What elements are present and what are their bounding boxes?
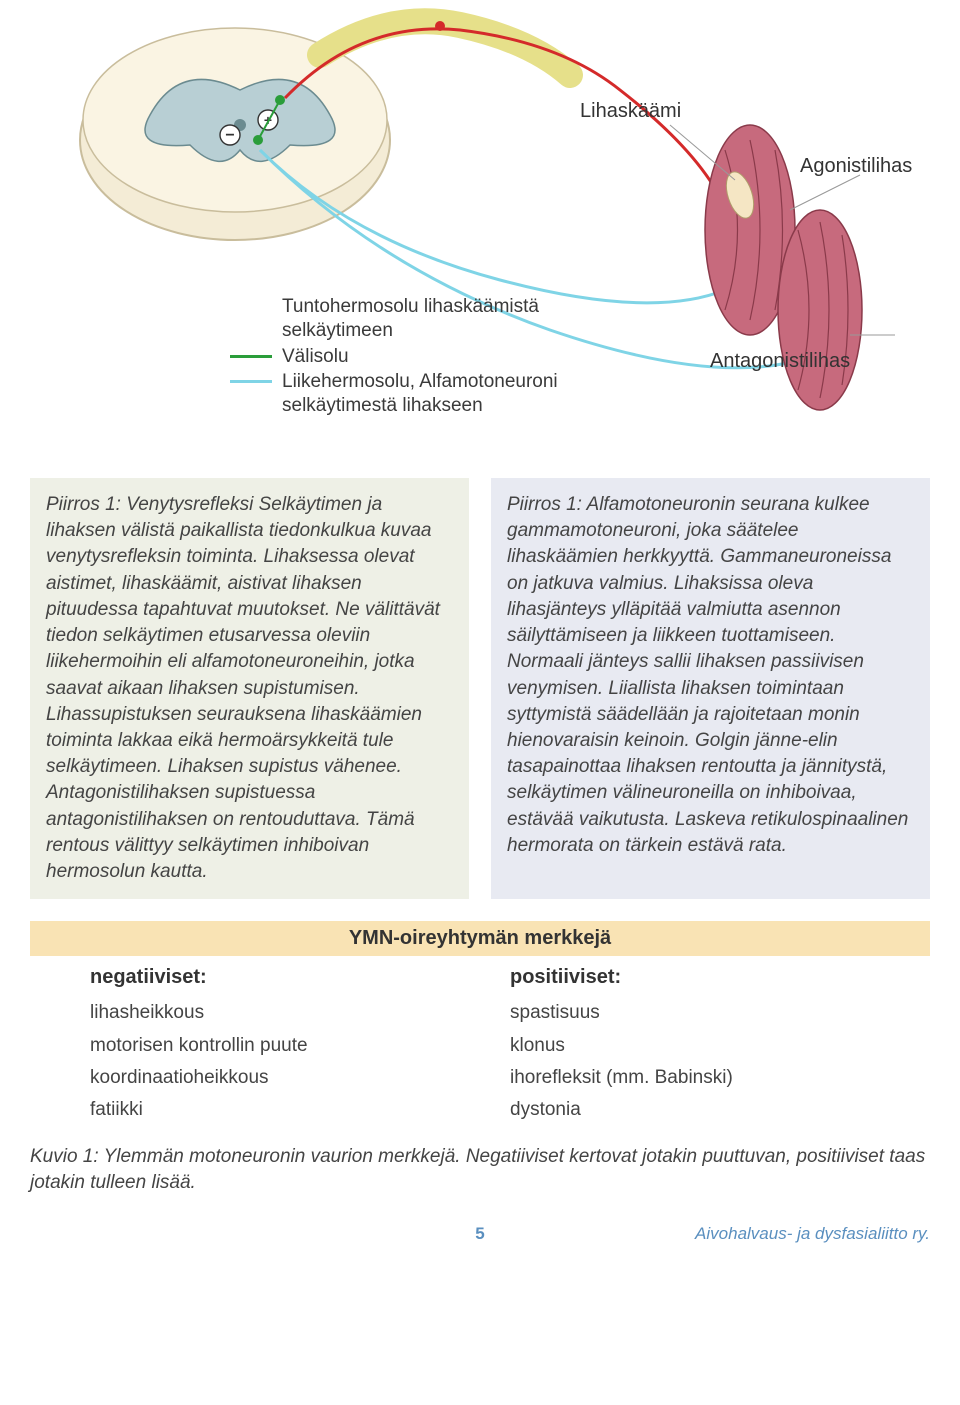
table-item: spastisuus bbox=[510, 997, 930, 1029]
stretch-reflex-diagram: + − bbox=[30, 0, 930, 470]
page-footer: 5 Aivohalvaus- ja dysfasialiitto ry. bbox=[30, 1224, 930, 1244]
label-lihaskaami: Lihaskäämi bbox=[580, 100, 681, 123]
table-body: negatiiviset: lihasheikkous motorisen ko… bbox=[30, 956, 930, 1138]
table-item: lihasheikkous bbox=[90, 997, 510, 1029]
table-col-head-positive: positiiviset: bbox=[510, 966, 930, 989]
diagram-legend: Tuntohermosolu lihaskäämistä selkäytimee… bbox=[230, 295, 622, 420]
symptoms-table: YMN-oireyhtymän merkkejä negatiiviset: l… bbox=[30, 921, 930, 1195]
legend-text: Välisolu bbox=[282, 345, 349, 369]
table-col-positive: positiiviset: spastisuus klonus ihorefle… bbox=[510, 966, 930, 1126]
legend-text: Tuntohermosolu lihaskäämistä selkäytimee… bbox=[282, 295, 622, 343]
label-agonisti: Agonistilihas bbox=[800, 155, 912, 178]
table-item: ihorefleksit (mm. Babinski) bbox=[510, 1062, 930, 1094]
table-col-negative: negatiiviset: lihasheikkous motorisen ko… bbox=[90, 966, 510, 1126]
text-columns: Piirros 1: Venytysrefleksi Selkäytimen j… bbox=[30, 478, 930, 899]
legend-row: Liikehermosolu, Alfamotoneuroni selkäyti… bbox=[230, 370, 622, 418]
table-item: fatiikki bbox=[90, 1094, 510, 1126]
legend-color-swatch bbox=[230, 380, 272, 383]
svg-text:−: − bbox=[225, 127, 234, 144]
table-col-head-negative: negatiiviset: bbox=[90, 966, 510, 989]
legend-row: Välisolu bbox=[230, 345, 622, 369]
left-column-text: Piirros 1: Venytysrefleksi Selkäytimen j… bbox=[30, 478, 469, 899]
legend-color-swatch bbox=[230, 355, 272, 358]
footer-org: Aivohalvaus- ja dysfasialiitto ry. bbox=[695, 1224, 930, 1244]
table-item: dystonia bbox=[510, 1094, 930, 1126]
table-item: klonus bbox=[510, 1030, 930, 1062]
table-caption: Kuvio 1: Ylemmän motoneuronin vaurion me… bbox=[30, 1144, 930, 1195]
table-item: koordinaatioheikkous bbox=[90, 1062, 510, 1094]
page: + − bbox=[0, 0, 960, 1264]
page-number: 5 bbox=[475, 1224, 484, 1244]
right-column-text: Piirros 1: Alfamotoneuronin seurana kulk… bbox=[491, 478, 930, 899]
label-antagonisti: Antagonistilihas bbox=[710, 350, 850, 373]
legend-row: Tuntohermosolu lihaskäämistä selkäytimee… bbox=[230, 295, 622, 343]
table-title: YMN-oireyhtymän merkkejä bbox=[30, 921, 930, 956]
table-item: motorisen kontrollin puute bbox=[90, 1030, 510, 1062]
legend-text: Liikehermosolu, Alfamotoneuroni selkäyti… bbox=[282, 370, 622, 418]
legend-color-swatch bbox=[230, 305, 272, 308]
